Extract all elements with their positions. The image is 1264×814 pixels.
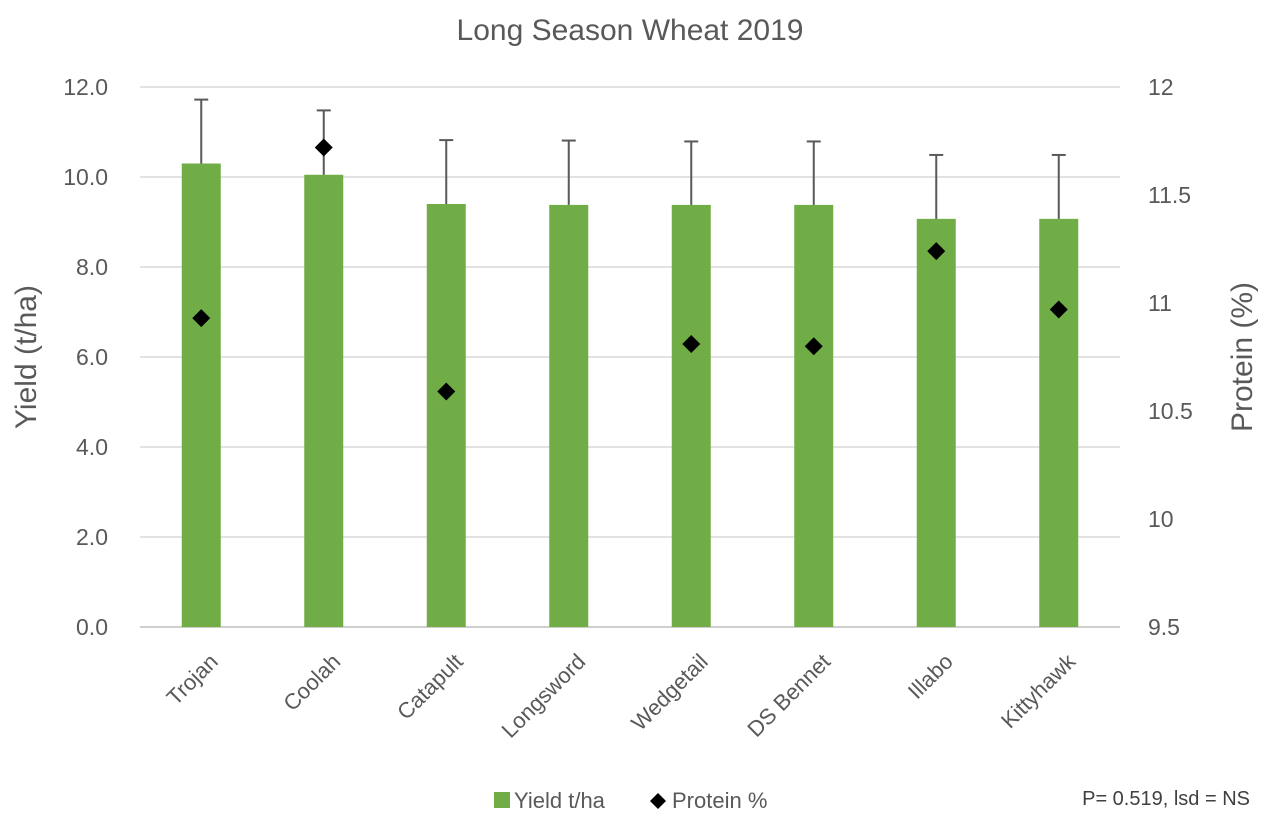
x-tick-label: Coolah [278, 649, 345, 716]
protein-point [927, 242, 946, 261]
x-tick-label: Wedgetail [626, 649, 713, 736]
bar [549, 204, 589, 627]
y-tick-label: 4.0 [76, 434, 108, 460]
protein-point [1049, 300, 1068, 319]
y-tick-label: 12.0 [63, 74, 108, 100]
y-tick-label: 6.0 [76, 344, 108, 370]
x-tick-label: Kittyhawk [996, 648, 1081, 733]
y-tick-label: 8.0 [76, 254, 108, 280]
protein-point [314, 138, 333, 157]
legend-label-yield: Yield t/ha [514, 788, 606, 813]
bar [426, 204, 466, 627]
x-tick-label: Trojan [162, 649, 223, 710]
bar [916, 218, 956, 627]
y2-tick-label: 10 [1148, 506, 1174, 532]
legend-swatch-protein [650, 793, 666, 809]
bar [671, 204, 711, 627]
bar [304, 174, 344, 627]
error-bars [194, 98, 1066, 219]
legend-swatch-yield [494, 792, 510, 808]
x-tick-label: Longsword [496, 649, 590, 743]
x-axis-category-labels: Trojan Coolah Catapult Longsword Wedgetail DS… [162, 648, 1081, 742]
protein-markers [192, 138, 1068, 401]
chart-title: Long Season Wheat 2019 [457, 14, 804, 47]
legend-label-protein: Protein % [672, 788, 767, 813]
legend: Yield t/ha Protein % [494, 788, 767, 813]
y-axis-left-ticks: 0.0 2.0 4.0 6.0 8.0 10.0 12.0 [63, 74, 108, 640]
x-tick-label: Illabo [903, 649, 958, 704]
stats-annotation: P= 0.519, lsd = NS [1082, 788, 1250, 810]
x-tick-label: DS Bennet [742, 649, 835, 742]
protein-point [437, 382, 456, 401]
y2-tick-label: 11.5 [1148, 182, 1191, 208]
protein-point [804, 337, 823, 356]
y-tick-label: 10.0 [63, 164, 108, 190]
y-tick-label: 2.0 [76, 524, 108, 550]
protein-point [192, 309, 211, 328]
x-tick-label: Catapult [392, 649, 468, 725]
y-axis-right-ticks: 9.5 10 10.5 11 11.5 12 [1148, 74, 1193, 640]
y2-tick-label: 11 [1148, 290, 1172, 316]
protein-point [682, 335, 701, 354]
bar [181, 163, 221, 627]
yield-bars [181, 163, 1079, 627]
y2-tick-label: 9.5 [1148, 614, 1180, 640]
bar [794, 204, 834, 627]
y2-tick-label: 12 [1148, 74, 1174, 100]
y2-axis-title: Protein (%) [1226, 282, 1259, 432]
y-axis-title: Yield (t/ha) [10, 285, 43, 429]
y2-tick-label: 10.5 [1148, 398, 1193, 424]
y-tick-label: 0.0 [76, 614, 108, 640]
gridlines [140, 86, 1120, 628]
bar [1039, 218, 1079, 627]
